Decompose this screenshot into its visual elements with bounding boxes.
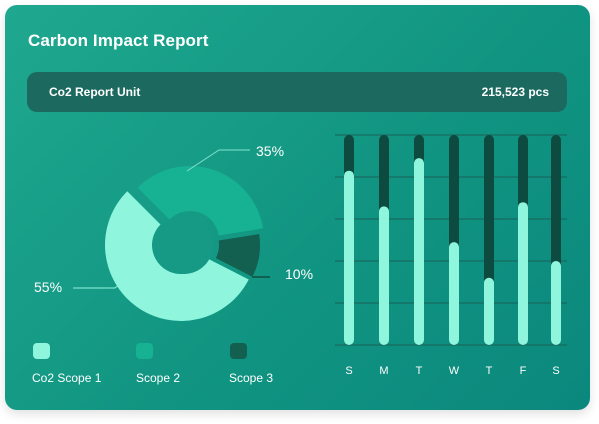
legend-label-scope1: Co2 Scope 1: [32, 371, 102, 385]
report-title: Carbon Impact Report: [28, 31, 209, 50]
leader-line-scope1: [73, 279, 126, 289]
bar-value: [449, 242, 459, 345]
donut-chart: [73, 149, 270, 322]
x-tick-label: T: [486, 365, 493, 377]
scope1-percent: 55%: [34, 279, 63, 295]
leader-line-scope2: [186, 149, 250, 172]
bar-value: [484, 277, 494, 345]
donut-slice-scope1: [104, 191, 249, 322]
bar-value: [551, 261, 561, 345]
bar-value: [379, 206, 389, 345]
legend-swatch-scope2: [136, 343, 153, 359]
scope3-percent: 10%: [285, 266, 314, 282]
unit-label: Co2 Report Unit: [49, 85, 141, 99]
unit-value: 215,523 pcs: [481, 85, 549, 99]
legend-label-scope3: Scope 3: [229, 371, 274, 385]
x-tick-label: S: [345, 365, 352, 377]
x-tick-label: W: [449, 365, 460, 377]
legend-label-scope2: Scope 2: [136, 371, 181, 385]
carbon-report-card: Carbon Impact Report Co2 Report Unit 215…: [5, 5, 590, 410]
x-tick-label: S: [552, 365, 559, 377]
scope2-percent: 35%: [256, 143, 285, 159]
bar-value: [414, 158, 424, 345]
x-tick-label: T: [416, 365, 423, 377]
bar-value: [344, 170, 354, 345]
legend-swatch-scope1: [33, 343, 50, 359]
x-tick-label: M: [379, 365, 388, 377]
legend-swatch-scope3: [230, 343, 247, 359]
x-tick-label: F: [520, 365, 527, 377]
donut-hole: [155, 216, 213, 274]
donut-slice-scope2: [137, 166, 264, 236]
co2-unit-bar: Co2 Report Unit 215,523 pcs: [27, 72, 567, 112]
donut-slice-scope3: [215, 234, 260, 277]
bar-value: [518, 202, 528, 345]
